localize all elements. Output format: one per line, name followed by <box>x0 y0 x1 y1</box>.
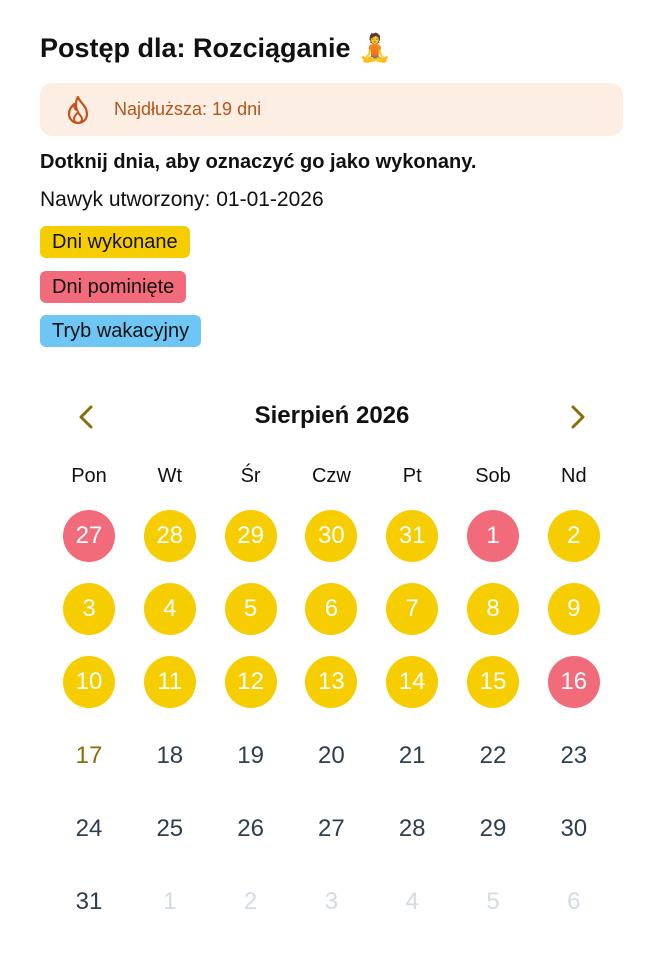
calendar-day[interactable]: 6 <box>305 583 358 636</box>
calendar-day: 6 <box>567 888 581 915</box>
calendar-day[interactable]: 28 <box>143 510 196 562</box>
weekday-label: Nd <box>561 465 587 487</box>
weekday-label: Sob <box>475 465 511 487</box>
calendar-day[interactable]: 1 <box>467 510 519 562</box>
weekday-label: Pon <box>71 465 107 487</box>
legend-chip: Dni wykonane <box>40 226 190 258</box>
calendar-day[interactable]: 15 <box>467 656 519 709</box>
next-month[interactable] <box>562 402 592 432</box>
prev-month[interactable] <box>72 402 102 432</box>
calendar-day[interactable]: 30 <box>560 814 588 842</box>
calendar-day[interactable]: 13 <box>305 656 358 709</box>
calendar-day: 5 <box>486 888 500 915</box>
calendar-day[interactable]: 20 <box>318 741 345 769</box>
calendar-day[interactable]: 5 <box>224 583 277 636</box>
calendar-day[interactable]: 29 <box>224 510 277 562</box>
calendar-day[interactable]: 17 <box>75 741 103 769</box>
calendar-day[interactable]: 16 <box>547 656 600 709</box>
streak-box: Najdłuższa: 19 dni <box>40 83 623 136</box>
calendar-day[interactable]: 8 <box>467 583 519 636</box>
calendar-day[interactable]: 2 <box>547 510 600 562</box>
calendar-day: 4 <box>405 888 419 915</box>
calendar-day[interactable]: 31 <box>75 888 103 915</box>
calendar-day[interactable]: 19 <box>237 741 264 769</box>
calendar-day[interactable]: 30 <box>305 510 358 562</box>
calendar-day[interactable]: 27 <box>318 814 345 842</box>
calendar-day: 3 <box>324 888 339 915</box>
calendar-day[interactable]: 28 <box>398 814 426 842</box>
calendar-day[interactable]: 7 <box>386 583 439 636</box>
calendar-day[interactable]: 27 <box>63 510 115 562</box>
calendar-day[interactable]: 4 <box>143 583 196 636</box>
calendar-day[interactable]: 14 <box>386 656 439 709</box>
calendar-day[interactable]: 31 <box>386 510 439 562</box>
calendar-day[interactable]: 21 <box>398 741 426 769</box>
calendar-day: 1 <box>163 888 177 915</box>
title: Postęp dla: Rozciąganie 🧘 <box>40 33 392 63</box>
calendar-day[interactable]: 29 <box>479 814 507 842</box>
created-date: Nawyk utworzony: 01-01-2026 <box>40 188 324 211</box>
calendar-day[interactable]: 3 <box>63 583 115 636</box>
calendar-day[interactable]: 24 <box>75 814 103 842</box>
flame-icon <box>67 95 89 125</box>
legend-chip: Tryb wakacyjny <box>40 315 202 347</box>
calendar-day[interactable]: 10 <box>63 656 115 709</box>
weekday-label: Czw <box>311 465 351 487</box>
calendar-day[interactable]: 23 <box>560 741 588 769</box>
calendar-day[interactable]: 11 <box>143 656 196 709</box>
calendar-day[interactable]: 18 <box>156 741 184 769</box>
calendar-day[interactable]: 26 <box>237 814 264 842</box>
month-title: Sierpień 2026 <box>254 402 410 429</box>
instruction: Dotknij dnia, aby oznaczyć go jako wykon… <box>40 151 477 173</box>
calendar-day[interactable]: 22 <box>479 741 507 769</box>
calendar-day[interactable]: 25 <box>156 814 184 842</box>
weekday-label: Śr <box>240 465 261 487</box>
streak-text: Najdłuższa: 19 dni <box>114 99 262 119</box>
weekday-label: Pt <box>402 465 422 487</box>
weekday-label: Wt <box>157 465 183 487</box>
legend-chip: Dni pominięte <box>40 270 187 303</box>
calendar-day: 2 <box>243 888 258 915</box>
calendar-day[interactable]: 9 <box>547 583 600 636</box>
calendar-day[interactable]: 12 <box>224 656 277 709</box>
